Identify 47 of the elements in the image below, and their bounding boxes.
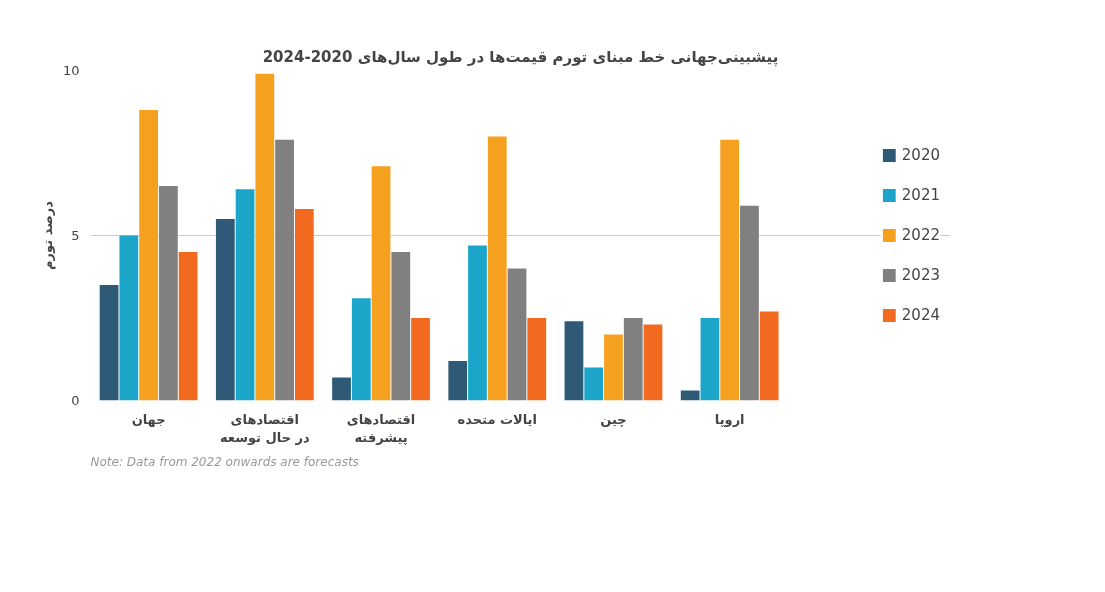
bar xyxy=(623,318,643,401)
bar xyxy=(720,139,740,401)
bar xyxy=(564,321,584,401)
bar xyxy=(468,245,487,401)
y-axis-title: درصد تورم xyxy=(39,200,56,270)
bar xyxy=(391,252,411,401)
legend-label: 2022 xyxy=(901,226,940,244)
x-tick-label: اقتصادهای پیشرفته xyxy=(346,411,416,445)
bar xyxy=(643,324,663,401)
bar xyxy=(99,285,119,401)
bar xyxy=(332,377,351,401)
bar xyxy=(255,73,275,401)
bar xyxy=(235,189,255,401)
bar xyxy=(119,235,139,401)
text: Note: Data from 2022 onwards are forecasts xyxy=(90,454,359,469)
bar xyxy=(275,139,294,401)
bar xyxy=(487,136,507,401)
bar xyxy=(527,318,547,401)
bar xyxy=(371,166,391,401)
x-tick-label: جهان xyxy=(131,411,166,427)
x-tick-label: ایالات متحده xyxy=(457,411,537,427)
legend-label: 2020 xyxy=(901,146,940,164)
x-tick-label: اقتصادهای در حال توسعه xyxy=(219,411,311,445)
bar xyxy=(351,298,371,401)
y-tick-label: 10 xyxy=(62,63,80,78)
bar xyxy=(178,252,198,401)
bar xyxy=(294,209,314,401)
legend-label: 2021 xyxy=(901,186,940,204)
y-tick-label: 0 xyxy=(71,393,80,408)
bar xyxy=(700,318,720,401)
y-tick-label: 5 xyxy=(71,228,80,243)
bar xyxy=(604,334,623,401)
bar xyxy=(215,219,235,401)
chart-title: پیشبینی‌جهانی خط مبنای تورم قیمت‌ها در طول سال‌های 2020-2024 xyxy=(262,47,779,67)
bar xyxy=(759,311,779,401)
bar xyxy=(740,205,759,401)
bar xyxy=(584,367,604,401)
legend-label: 2023 xyxy=(901,266,940,284)
x-tick-label: اروپا xyxy=(714,411,745,427)
bar xyxy=(507,268,527,401)
legend-label: 2024 xyxy=(901,306,940,324)
bar xyxy=(448,360,468,401)
bar xyxy=(139,110,158,401)
bar xyxy=(411,318,430,401)
bar xyxy=(158,186,178,401)
x-tick-label: چین xyxy=(600,411,627,427)
bar xyxy=(680,390,700,401)
